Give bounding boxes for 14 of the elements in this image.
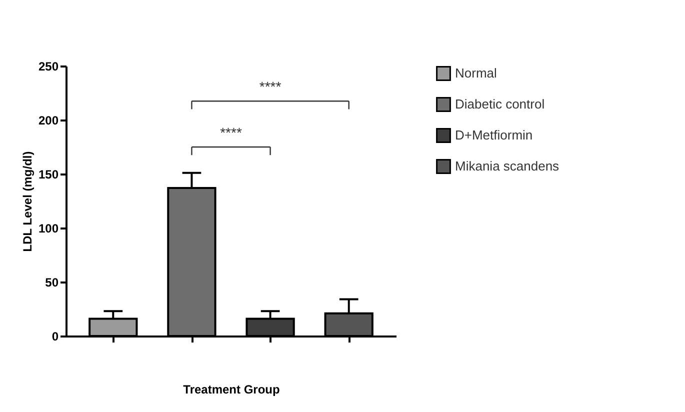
y-tick-label: 100 bbox=[38, 222, 59, 236]
annotation: **** bbox=[259, 78, 282, 95]
legend-label: Normal bbox=[455, 66, 498, 80]
legend-label: Diabetic control bbox=[455, 96, 545, 112]
y-tick-label: 150 bbox=[38, 168, 59, 182]
y-tick-label: 200 bbox=[38, 114, 59, 128]
y-tick-label: 50 bbox=[45, 276, 59, 290]
legend-label: D+Metfiormin bbox=[455, 128, 533, 142]
legend-label: Mikania scandens bbox=[455, 158, 560, 174]
y-tick-label: 250 bbox=[38, 60, 59, 74]
x-axis-title: Treatment Group bbox=[183, 382, 280, 396]
y-tick-label: 0 bbox=[52, 330, 59, 344]
y-axis-title: LDL Level (mg/dl) bbox=[20, 151, 34, 252]
annotation: **** bbox=[220, 124, 242, 140]
